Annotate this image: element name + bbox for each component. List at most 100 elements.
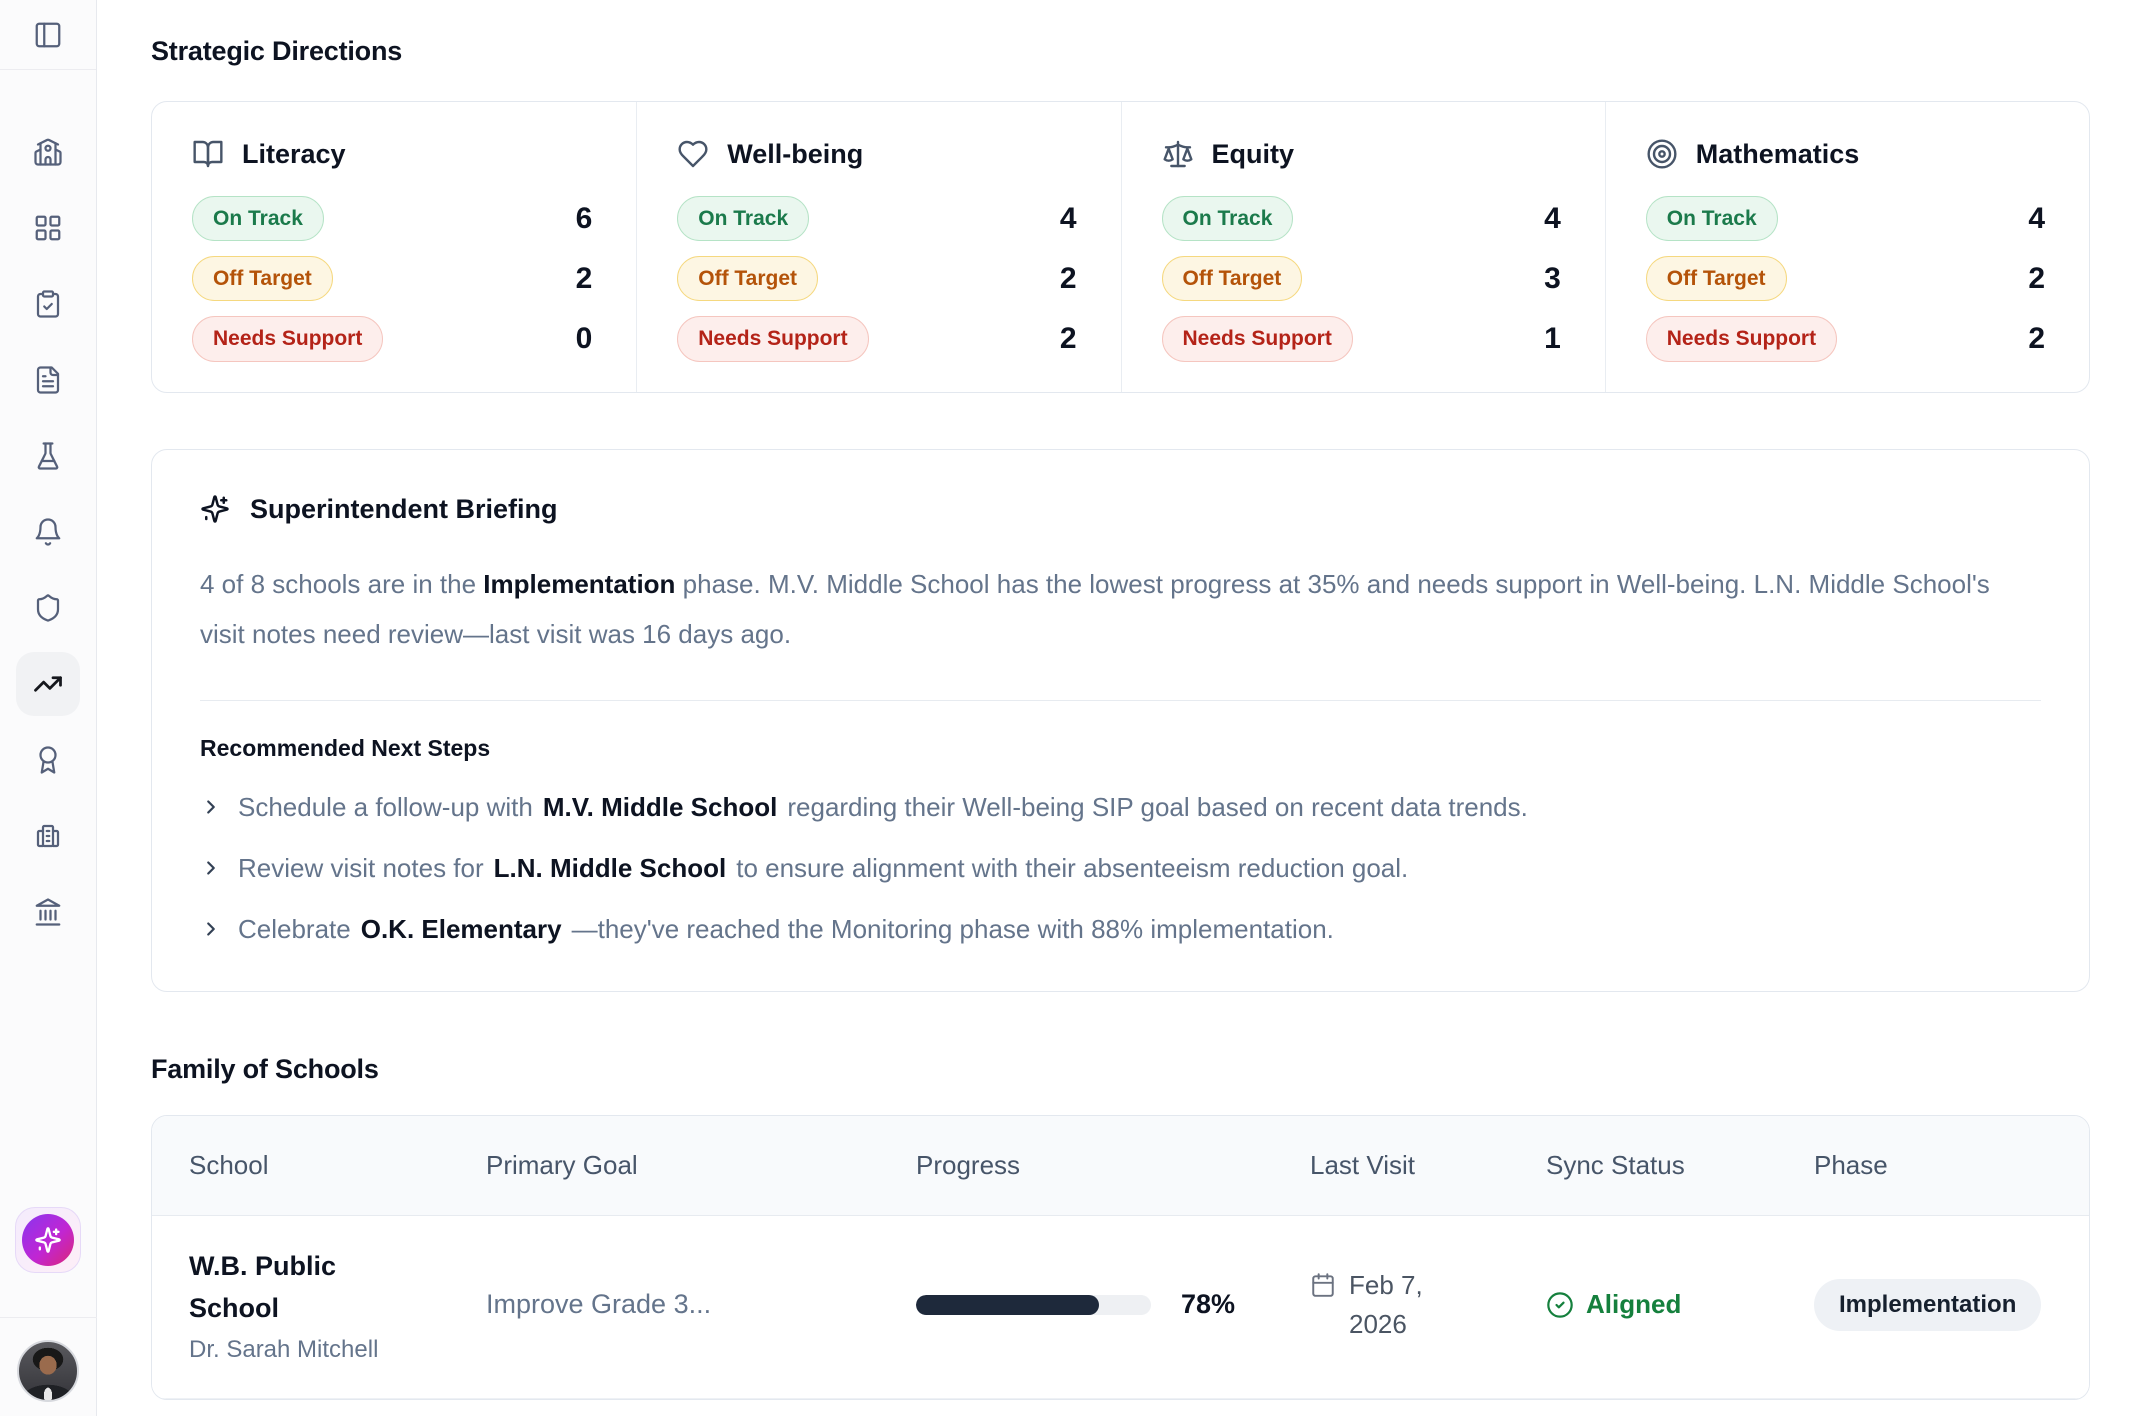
card-well-being: Well-being On Track 4 Off Target 2 Needs S…	[636, 102, 1120, 392]
next-steps-title: Recommended Next Steps	[200, 734, 491, 761]
off-target-count: 3	[1544, 261, 1561, 295]
needs-support-count: 1	[1544, 321, 1561, 355]
superintendent-briefing-card: Superintendent Briefing 4 of 8 schools a…	[151, 448, 2090, 992]
sidebar-bottom	[0, 1207, 97, 1416]
progress-cell: 78%	[916, 1289, 1310, 1320]
sidebar-item-security[interactable]	[16, 576, 80, 640]
progress-bar	[916, 1294, 1151, 1315]
column-header-phase: Phase	[1814, 1149, 1888, 1180]
main-content: Strategic Directions Literacy On Track 6 …	[97, 0, 2136, 1400]
sidebar-item-reports[interactable]	[16, 804, 80, 868]
step-text: Celebrate O.K. Elementary —they've reached…	[238, 913, 1334, 944]
table-row[interactable]: W.B. Public School Dr. Sarah Mitchell Im…	[152, 1215, 2089, 1399]
scale-icon	[1162, 138, 1194, 170]
chevron-right-icon	[200, 918, 222, 940]
sidebar-toggle-button[interactable]	[33, 20, 63, 50]
sidebar-item-labs[interactable]	[16, 424, 80, 488]
next-step-item[interactable]: Schedule a follow-up with M.V. Middle Sch…	[200, 792, 2041, 823]
sidebar-item-schools[interactable]	[16, 120, 80, 184]
sidebar-item-notifications[interactable]	[16, 500, 80, 564]
column-header-school: School	[189, 1149, 269, 1180]
on-track-badge: On Track	[1161, 196, 1294, 242]
card-title: Literacy	[242, 138, 346, 169]
step-school-name: L.N. Middle School	[493, 852, 727, 883]
card-equity: Equity On Track 4 Off Target 3 Needs Suppo…	[1120, 102, 1605, 392]
needs-support-count: 2	[2028, 321, 2045, 355]
progress-bar-fill	[916, 1294, 1100, 1315]
needs-support-badge: Needs Support	[192, 316, 384, 362]
sidebar-item-dashboard[interactable]	[16, 196, 80, 260]
file-text-icon	[33, 365, 63, 395]
on-track-count: 4	[2028, 201, 2045, 235]
off-target-badge: Off Target	[677, 256, 819, 302]
card-title: Equity	[1211, 138, 1295, 169]
briefing-divider	[200, 699, 2041, 701]
step-school-name: M.V. Middle School	[542, 791, 778, 822]
table-header-row: School Primary Goal Progress Last Visit …	[152, 1115, 2089, 1216]
bell-icon	[33, 517, 63, 547]
strategic-directions-cards: Literacy On Track 6 Off Target 2 Needs Sup…	[151, 101, 2090, 393]
user-avatar[interactable]	[17, 1340, 79, 1402]
school-icon	[33, 137, 63, 167]
column-header-primary-goal: Primary Goal	[486, 1149, 638, 1180]
sidebar-item-documents[interactable]	[16, 348, 80, 412]
sidebar-item-visits[interactable]	[16, 272, 80, 336]
card-mathematics: Mathematics On Track 4 Off Target 2 Needs …	[1604, 102, 2089, 392]
off-target-badge: Off Target	[1645, 256, 1787, 302]
on-track-count: 4	[1544, 201, 1561, 235]
award-icon	[33, 745, 63, 775]
book-open-icon	[192, 138, 224, 170]
next-step-item[interactable]: Celebrate O.K. Elementary —they've reached…	[200, 914, 2041, 945]
strategic-directions-title: Strategic Directions	[151, 36, 403, 66]
column-header-progress: Progress	[916, 1149, 1021, 1180]
on-track-count: 4	[1059, 201, 1077, 235]
on-track-badge: On Track	[1645, 196, 1778, 242]
briefing-bold-phase: Implementation	[483, 568, 676, 599]
shield-icon	[33, 593, 63, 623]
off-target-badge: Off Target	[192, 256, 333, 302]
sidebar-item-awards[interactable]	[16, 728, 80, 792]
principal-name: Dr. Sarah Mitchell	[189, 1335, 379, 1363]
sidebar-divider	[0, 1317, 97, 1318]
layout-dashboard-icon	[33, 213, 63, 243]
school-name: W.B. Public School	[189, 1250, 337, 1323]
chevron-right-icon	[200, 857, 222, 879]
family-of-schools-title: Family of Schools	[151, 1053, 379, 1084]
needs-support-badge: Needs Support	[1645, 316, 1838, 362]
briefing-title: Superintendent Briefing	[250, 493, 558, 524]
column-header-sync-status: Sync Status	[1546, 1149, 1685, 1180]
card-title: Well-being	[727, 138, 864, 169]
flask-icon	[33, 441, 63, 471]
panel-left-icon	[33, 20, 63, 50]
sidebar-item-district[interactable]	[16, 880, 80, 944]
sparkles-icon	[200, 494, 230, 524]
off-target-count: 2	[2028, 261, 2045, 295]
needs-support-badge: Needs Support	[1161, 316, 1353, 362]
family-of-schools-table: School Primary Goal Progress Last Visit …	[151, 1114, 2090, 1400]
sync-status-cell: Aligned	[1546, 1289, 1814, 1320]
progress-percent: 78%	[1181, 1289, 1236, 1320]
step-text: Schedule a follow-up with M.V. Middle Sch…	[238, 791, 1528, 822]
heart-icon	[677, 138, 709, 170]
circle-check-icon	[1546, 1291, 1574, 1319]
next-step-item[interactable]: Review visit notes for L.N. Middle School…	[200, 853, 2041, 884]
off-target-badge: Off Target	[1161, 256, 1303, 302]
landmark-icon	[33, 897, 63, 927]
sparkles-icon	[22, 1214, 74, 1266]
printer-icon	[33, 821, 63, 851]
needs-support-badge: Needs Support	[677, 316, 869, 362]
needs-support-count: 2	[1059, 321, 1077, 355]
on-track-badge: On Track	[192, 196, 324, 242]
step-text: Review visit notes for L.N. Middle School…	[238, 852, 1409, 883]
card-title: Mathematics	[1695, 138, 1860, 169]
chevron-right-icon	[200, 796, 222, 818]
primary-goal: Improve Grade 3...	[486, 1289, 712, 1320]
ai-assistant-button[interactable]	[15, 1207, 81, 1273]
sidebar-item-analytics[interactable]	[16, 652, 80, 716]
target-icon	[1646, 138, 1678, 170]
briefing-summary: 4 of 8 schools are in the Implementation…	[200, 568, 1990, 650]
card-literacy: Literacy On Track 6 Off Target 2 Needs Sup…	[152, 102, 636, 392]
clipboard-check-icon	[33, 289, 63, 319]
phase-badge: Implementation	[1814, 1278, 2042, 1331]
step-school-name: O.K. Elementary	[360, 913, 562, 944]
